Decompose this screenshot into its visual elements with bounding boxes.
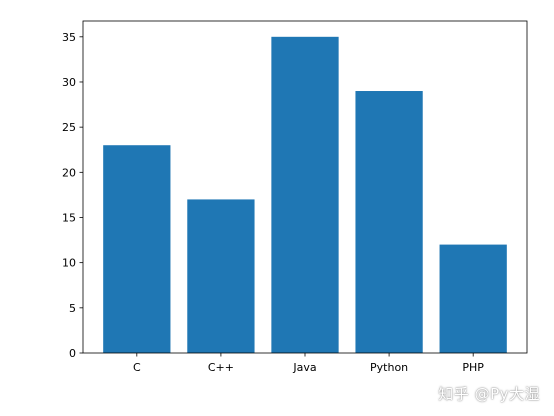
bar-python bbox=[355, 91, 423, 353]
bar-cplus bbox=[187, 199, 255, 353]
y-tick-label: 10 bbox=[62, 257, 76, 270]
y-tick-label: 15 bbox=[62, 211, 76, 224]
y-tick-label: 35 bbox=[62, 31, 76, 44]
watermark: 知乎 @Py大湿 bbox=[438, 385, 540, 403]
x-tick-label: Java bbox=[292, 361, 316, 374]
plot-area: 0 5 10 15 20 25 30 35 C C++ Java Python PHP bbox=[62, 20, 528, 374]
bar-php bbox=[439, 244, 507, 353]
y-tick-label: 25 bbox=[62, 121, 76, 134]
x-tick-label: Python bbox=[370, 361, 408, 374]
x-tick-label: PHP bbox=[462, 361, 484, 374]
y-tick-label: 20 bbox=[62, 166, 76, 179]
x-tick-label: C++ bbox=[208, 361, 234, 374]
y-tick-label: 5 bbox=[69, 302, 76, 315]
x-tick-label: C bbox=[133, 361, 141, 374]
y-tick-label: 0 bbox=[69, 347, 76, 360]
bar-c bbox=[103, 145, 171, 353]
bar-java bbox=[271, 36, 339, 354]
y-tick-label: 30 bbox=[62, 76, 76, 89]
